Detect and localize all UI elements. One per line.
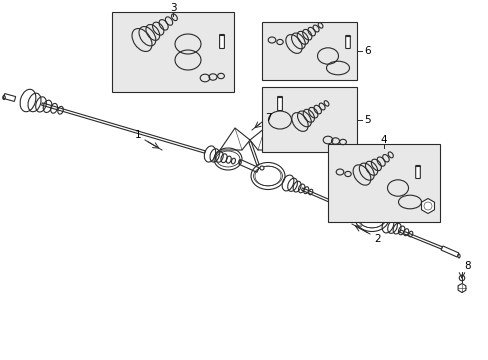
Polygon shape	[3, 94, 16, 102]
FancyBboxPatch shape	[345, 36, 349, 49]
FancyBboxPatch shape	[219, 35, 224, 49]
Ellipse shape	[260, 166, 264, 170]
Text: 1: 1	[134, 130, 141, 140]
Polygon shape	[248, 141, 259, 165]
Text: 5: 5	[364, 115, 370, 125]
Text: 2: 2	[374, 234, 381, 244]
Polygon shape	[301, 188, 362, 216]
Polygon shape	[421, 198, 434, 213]
Text: 3: 3	[169, 3, 176, 13]
Polygon shape	[440, 246, 458, 257]
Text: 6: 6	[364, 46, 370, 56]
FancyBboxPatch shape	[112, 12, 234, 92]
Polygon shape	[239, 160, 259, 172]
FancyBboxPatch shape	[262, 22, 356, 80]
Polygon shape	[457, 284, 465, 292]
Polygon shape	[41, 103, 205, 153]
Text: 8: 8	[464, 261, 470, 271]
FancyBboxPatch shape	[327, 144, 439, 222]
Polygon shape	[220, 128, 249, 150]
Polygon shape	[249, 128, 280, 150]
Text: 4: 4	[380, 135, 386, 145]
FancyBboxPatch shape	[415, 166, 420, 179]
Polygon shape	[399, 230, 442, 249]
Text: 7: 7	[264, 113, 271, 123]
FancyBboxPatch shape	[277, 96, 282, 111]
FancyBboxPatch shape	[262, 87, 356, 152]
